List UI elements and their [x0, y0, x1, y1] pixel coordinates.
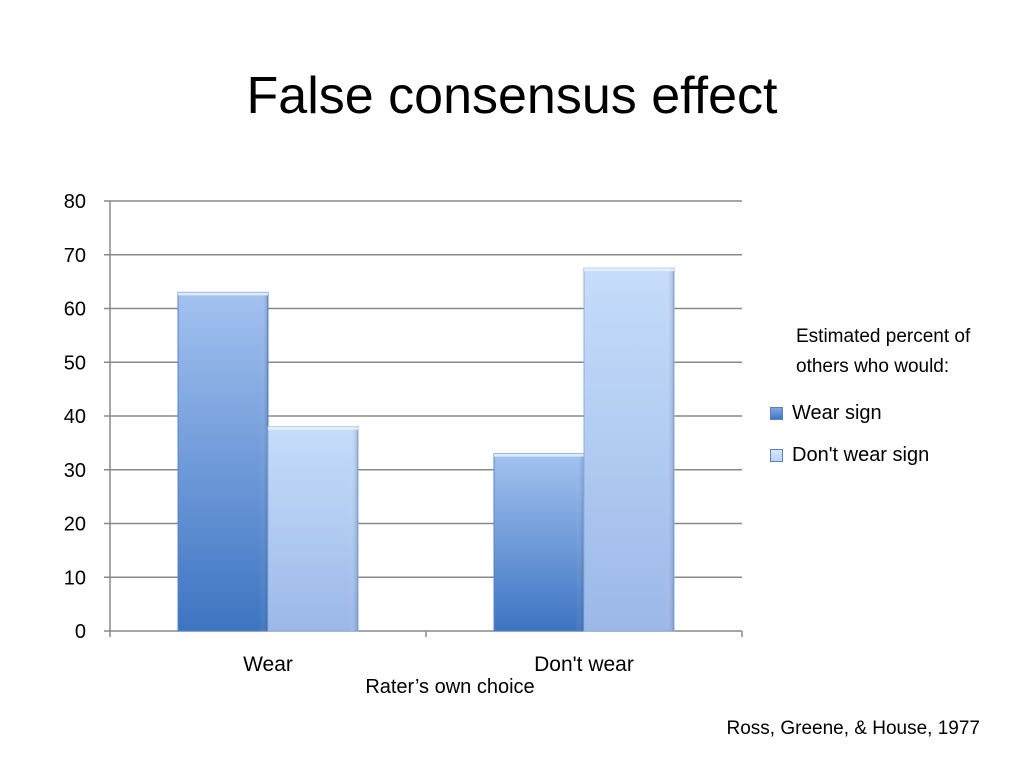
bar-shade — [576, 453, 584, 631]
y-tick-label: 30 — [64, 460, 86, 482]
y-tick-label: 40 — [64, 406, 86, 428]
legend-swatch-wear-sign — [770, 406, 783, 420]
y-tick-label: 10 — [64, 567, 86, 589]
legend: Estimated percent of others who would: W… — [770, 322, 1020, 476]
bar-shade — [666, 268, 674, 631]
bar-don-t-wear-sign-wear — [267, 426, 359, 632]
bar-top-highlight — [494, 453, 584, 457]
y-tick-label: 80 — [64, 191, 86, 213]
legend-label-dont-wear-sign: Don't wear sign — [792, 443, 930, 466]
bar-shade — [350, 426, 358, 631]
bar-top-highlight — [268, 426, 358, 430]
legend-label-wear-sign: Wear sign — [792, 401, 882, 424]
x-axis-label: Rater’s own choice — [365, 676, 535, 698]
citation: Ross, Greene, & House, 1977 — [726, 718, 980, 739]
bar-don-t-wear-sign-don-t-wear — [583, 267, 675, 632]
y-tick-label: 20 — [64, 514, 86, 536]
legend-item-dont-wear-sign: Don't wear sign — [770, 434, 1020, 476]
bar-top-highlight — [584, 268, 674, 272]
legend-title: Estimated percent of others who would: — [796, 326, 971, 377]
axis-labels: 0 10 20 30 40 50 60 70 80 Wear Don't wear — [64, 191, 634, 676]
bars — [177, 267, 675, 632]
y-tick-label: 50 — [64, 352, 86, 374]
x-category-label: Don't wear — [534, 653, 634, 676]
bar-shade — [260, 292, 268, 631]
bar-top-highlight — [178, 292, 268, 296]
bar-wear-sign-wear — [177, 291, 269, 632]
x-category-label: Wear — [243, 653, 293, 676]
legend-swatch-dont-wear-sign — [770, 448, 783, 462]
slide-title: False consensus effect — [246, 67, 778, 125]
bar-wear-sign-don-t-wear — [493, 453, 585, 632]
y-tick-label: 70 — [64, 245, 86, 267]
legend-item-wear-sign: Wear sign — [770, 392, 1020, 434]
y-tick-label: 0 — [75, 621, 86, 643]
y-tick-label: 60 — [64, 299, 86, 321]
